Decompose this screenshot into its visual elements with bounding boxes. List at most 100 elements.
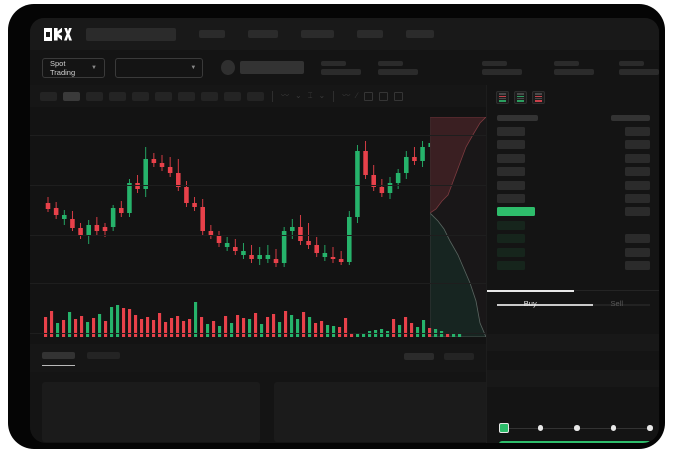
chart-toolbar: 〰 ⌄ ⌶ ⌄ 〰 ∕ [30,85,486,107]
orderbook-row-ask[interactable] [497,153,650,163]
timeframe-button-2[interactable] [86,91,103,101]
timeframe-button-9[interactable] [247,91,264,101]
slider-stop-50[interactable] [574,425,580,431]
ticker-stat-0 [321,60,361,75]
settings-sliders-icon[interactable]: ⌶ [307,91,313,100]
okx-logo[interactable] [44,27,72,41]
orderbook-row-bid[interactable] [497,220,650,230]
timeframe-button-6[interactable] [178,91,195,101]
orderbook-scrollbar[interactable] [497,304,650,306]
orderbook-row-ask[interactable] [497,167,650,177]
logo-letter-x [64,28,72,41]
orderbook-row-bid[interactable] [497,261,650,270]
nav-item-1[interactable] [248,30,278,38]
order-field-3[interactable] [487,370,659,387]
orderbook-price [497,167,525,177]
camera-icon[interactable] [363,91,373,101]
order-amount-slider[interactable] [499,423,653,433]
timeframe-button-0[interactable] [40,91,57,101]
mode-bar [499,100,506,102]
chart-gridline-1 [30,185,486,186]
orderbook-size [625,194,650,203]
orderbook-price [497,247,525,257]
chart-gridline-3 [30,283,486,284]
price-chart[interactable] [30,107,486,344]
orderbook-row-last[interactable] [497,207,650,217]
tab-sell[interactable]: Sell [610,299,623,308]
compare-icon[interactable]: ⌄ [295,91,302,100]
orderbook-row-ask[interactable] [497,180,650,190]
mode-bar [517,95,524,97]
ticker-stat-2 [482,60,522,75]
timeframe-button-4[interactable] [132,91,149,101]
orderbook-mode-asks[interactable] [532,91,545,104]
order-field-0[interactable] [487,316,659,333]
orders-panel-right[interactable] [274,382,492,442]
orderbook-price [497,153,525,163]
slider-stop-75[interactable] [610,425,617,431]
chart-gridline-4 [30,333,486,334]
line-chart-icon[interactable]: 〰 [342,91,351,100]
chevron-down-icon: ▼ [90,64,97,71]
nav-item-0[interactable] [199,30,225,38]
orderbook-row-bid[interactable] [497,234,650,244]
orderbook-size [625,140,650,150]
draw-pencil-icon[interactable]: ∕ [356,91,358,100]
ticker-stat-label [619,60,644,66]
ticker-stat-1 [378,60,418,75]
timeframe-button-1[interactable] [63,91,80,101]
orderbook-mode-bids[interactable] [514,91,527,104]
instrument-header: Spot Trading ▼ ▼ [30,50,659,85]
order-field-2[interactable] [487,352,659,369]
tab-order-history[interactable] [87,352,120,359]
orderbook-row-bid[interactable] [497,247,650,257]
orderbook-row-ask[interactable] [497,140,650,150]
pair-select-dropdown[interactable]: ▼ [114,57,204,78]
timeframe-button-7[interactable] [201,91,218,101]
chevron-down-icon: ▼ [190,64,197,71]
top-navigation-bar [30,18,659,50]
order-form-fields [487,316,659,394]
orderbook-size [625,261,650,270]
orderbook-size [625,247,650,257]
ticker-stat-label [554,60,579,66]
orderbook-row-ask[interactable] [497,127,650,136]
tab-open-orders[interactable] [42,352,75,366]
slider-knob[interactable] [499,423,509,433]
orders-panel-left[interactable] [42,382,260,442]
timeframe-button-5[interactable] [155,91,172,101]
slider-stop-100[interactable] [647,425,653,431]
chevron-down-icon[interactable]: ⌄ [318,91,326,100]
trading-mode-select[interactable]: Spot Trading ▼ [42,57,105,78]
timeframe-button-3[interactable] [109,91,126,101]
tabbar-action-1[interactable] [444,353,474,360]
trading-mode-label: Spot Trading [50,58,76,77]
volume-series [44,302,462,337]
slider-stop-25[interactable] [537,425,544,431]
target-icon[interactable] [378,91,388,101]
orderbook-row-ask[interactable] [497,194,650,203]
orderbook-price [497,261,525,270]
tabbar-action-0[interactable] [404,353,434,360]
nav-item-4[interactable] [406,30,434,38]
submit-order-button[interactable] [499,441,651,443]
orderbook[interactable] [487,111,659,301]
ticker-stat-3 [554,60,594,75]
orderbook-and-order-form: Buy Sell [486,85,659,443]
mode-bar [535,93,542,95]
chart-gridline-2 [30,235,486,236]
orderbook-price [497,140,525,150]
tab-buy[interactable]: Buy [487,290,574,316]
nav-item-2[interactable] [301,30,334,38]
chart-gridline-0 [30,135,486,136]
fullscreen-icon[interactable] [393,91,403,101]
search-input[interactable] [86,27,176,41]
ticker-stat-value [321,68,361,75]
order-field-1[interactable] [487,334,659,351]
indicator-icon[interactable]: 〰 [281,91,289,100]
nav-item-3[interactable] [357,30,383,38]
timeframe-button-8[interactable] [224,91,241,101]
ticker-stat-label [321,60,346,66]
ticker-stat-value [378,68,418,75]
orderbook-mode-both[interactable] [496,91,509,104]
